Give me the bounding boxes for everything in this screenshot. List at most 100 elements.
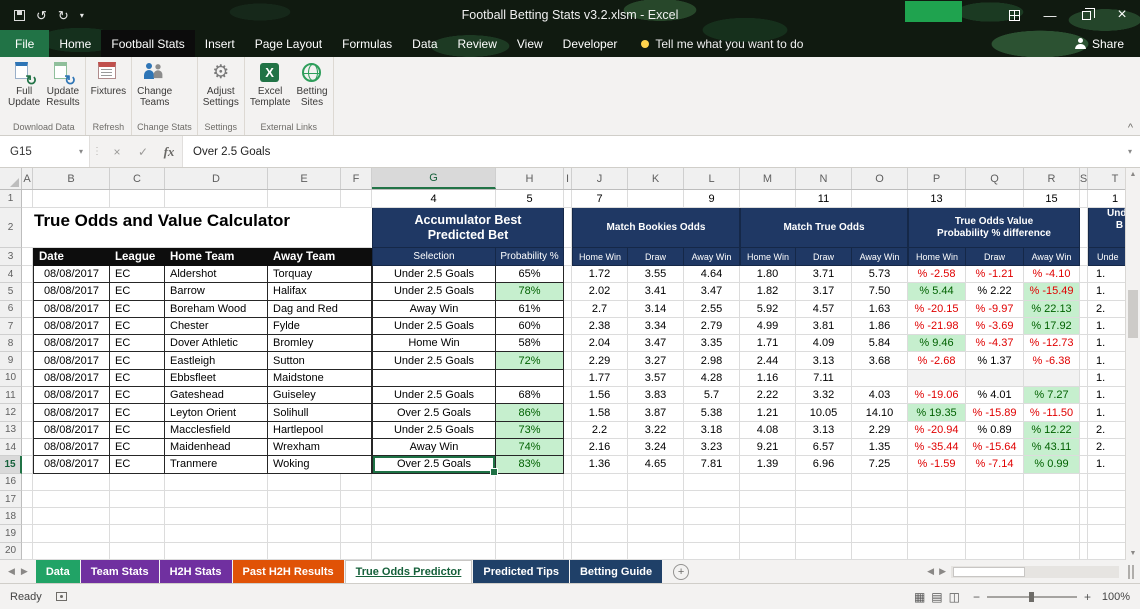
cell-O18[interactable] <box>852 508 908 526</box>
select-all-corner[interactable] <box>0 168 22 189</box>
cell-E13[interactable]: Hartlepool <box>268 421 372 439</box>
cell-E9[interactable]: Sutton <box>268 352 372 370</box>
cell-J2[interactable]: Match Bookies Odds <box>572 208 740 248</box>
cell-S4[interactable] <box>1080 266 1088 284</box>
cell-E8[interactable]: Bromley <box>268 335 372 353</box>
scroll-down-icon[interactable]: ▼ <box>1129 550 1137 557</box>
col-header-T[interactable]: T <box>1088 168 1125 189</box>
cell-B7[interactable]: 08/08/2017 <box>33 317 110 336</box>
cell-G1[interactable]: 4 <box>372 190 496 208</box>
cell-A16[interactable] <box>22 473 33 491</box>
ribbon-tab-view[interactable]: View <box>516 36 543 51</box>
cell-G15[interactable]: Over 2.5 Goals <box>372 456 498 476</box>
hscroll-left-icon[interactable]: ◀ <box>927 566 935 576</box>
cell-N12[interactable]: 10.05 <box>796 404 852 422</box>
tab-splitter-handle[interactable] <box>1128 564 1134 579</box>
cell-H11[interactable]: 68% <box>496 387 564 405</box>
cell-N15[interactable]: 6.96 <box>796 456 852 474</box>
cell-M13[interactable]: 4.08 <box>740 421 796 439</box>
cell-H5[interactable]: 78% <box>496 283 564 301</box>
cell-H12[interactable]: 86% <box>496 404 564 422</box>
cell-K13[interactable]: 3.22 <box>628 421 684 439</box>
cell-S16[interactable] <box>1080 473 1088 491</box>
cell-P8[interactable]: % 9.46 <box>908 335 966 353</box>
col-header-I[interactable]: I <box>564 168 572 189</box>
cell-S6[interactable] <box>1080 300 1088 318</box>
cell-Q20[interactable] <box>966 542 1024 560</box>
cell-R6[interactable]: % 22.13 <box>1024 300 1080 318</box>
cell-P12[interactable]: % 19.35 <box>908 404 966 422</box>
cell-T4[interactable]: 1. <box>1088 266 1125 284</box>
col-header-G[interactable]: G <box>372 168 496 189</box>
cell-O19[interactable] <box>852 525 908 543</box>
cell-P1[interactable]: 13 <box>908 190 966 208</box>
cell-S11[interactable] <box>1080 387 1088 405</box>
cell-K4[interactable]: 3.55 <box>628 266 684 284</box>
cell-B8[interactable]: 08/08/2017 <box>33 335 110 353</box>
hscroll-right-icon[interactable]: ▶ <box>939 566 946 576</box>
cell-O3[interactable]: Away Win <box>852 248 908 266</box>
cell-H15[interactable]: 83% <box>496 456 564 474</box>
col-header-N[interactable]: N <box>796 168 852 189</box>
cell-C17[interactable] <box>110 490 165 509</box>
cell-K11[interactable]: 3.83 <box>628 387 684 405</box>
cell-N8[interactable]: 4.09 <box>796 335 852 353</box>
cell-D14[interactable]: Maidenhead <box>165 438 268 457</box>
cell-Q7[interactable]: % -3.69 <box>966 317 1024 336</box>
cell-I13[interactable] <box>564 421 572 439</box>
cell-K12[interactable]: 3.87 <box>628 404 684 422</box>
cell-M14[interactable]: 9.21 <box>740 438 796 457</box>
cell-S19[interactable] <box>1080 525 1088 543</box>
cell-N9[interactable]: 3.13 <box>796 352 852 370</box>
col-header-C[interactable]: C <box>110 168 165 189</box>
cell-N5[interactable]: 3.17 <box>796 283 852 301</box>
insert-function-icon[interactable]: fx <box>163 143 175 159</box>
row-header-3[interactable]: 3 <box>0 248 22 266</box>
cell-O11[interactable]: 4.03 <box>852 387 908 405</box>
cell-D18[interactable] <box>165 508 268 526</box>
cell-I9[interactable] <box>564 352 572 370</box>
col-header-D[interactable]: D <box>165 168 268 189</box>
cell-J18[interactable] <box>572 508 628 526</box>
cell-L11[interactable]: 5.7 <box>684 387 740 405</box>
cell-T5[interactable]: 1. <box>1088 283 1125 301</box>
cell-M10[interactable]: 1.16 <box>740 369 796 388</box>
cell-D12[interactable]: Leyton Orient <box>165 404 268 422</box>
cell-B6[interactable]: 08/08/2017 <box>33 300 110 318</box>
cell-H4[interactable]: 65% <box>496 266 564 284</box>
cell-L12[interactable]: 5.38 <box>684 404 740 422</box>
cell-J17[interactable] <box>572 490 628 509</box>
cell-E1[interactable] <box>268 190 341 208</box>
cell-T12[interactable]: 1. <box>1088 404 1125 422</box>
ribbon-tab-football-stats[interactable]: Football Stats <box>101 30 195 57</box>
cell-A6[interactable] <box>22 300 33 318</box>
cell-S2[interactable] <box>1080 208 1088 248</box>
cell-Q1[interactable] <box>966 190 1024 208</box>
cell-K7[interactable]: 3.34 <box>628 317 684 336</box>
full-update-button[interactable]: ↻ Full Update <box>5 60 43 109</box>
cell-K14[interactable]: 3.24 <box>628 438 684 457</box>
cell-E4[interactable]: Torquay <box>268 266 372 284</box>
cell-B1[interactable] <box>33 190 110 208</box>
cell-K3[interactable]: Draw <box>628 248 684 266</box>
cell-J11[interactable]: 1.56 <box>572 387 628 405</box>
cell-K10[interactable]: 3.57 <box>628 369 684 388</box>
cell-H7[interactable]: 60% <box>496 317 564 336</box>
cell-H9[interactable]: 72% <box>496 352 564 370</box>
row-header-14[interactable]: 14 <box>0 438 22 457</box>
cell-B11[interactable]: 08/08/2017 <box>33 387 110 405</box>
cell-L4[interactable]: 4.64 <box>684 266 740 284</box>
cell-E19[interactable] <box>268 525 341 543</box>
cell-P6[interactable]: % -20.15 <box>908 300 966 318</box>
cell-K20[interactable] <box>628 542 684 560</box>
ribbon-tab-developer[interactable]: Developer <box>562 36 618 51</box>
cell-Q8[interactable]: % -4.37 <box>966 335 1024 353</box>
cell-M7[interactable]: 4.99 <box>740 317 796 336</box>
cell-S1[interactable] <box>1080 190 1088 208</box>
cell-P17[interactable] <box>908 490 966 509</box>
cell-B2[interactable]: True Odds and Value Calculator <box>22 208 372 248</box>
cell-O5[interactable]: 7.50 <box>852 283 908 301</box>
cell-O14[interactable]: 1.35 <box>852 438 908 457</box>
cell-T3[interactable]: Unde <box>1088 248 1125 266</box>
row-header-17[interactable]: 17 <box>0 490 22 509</box>
